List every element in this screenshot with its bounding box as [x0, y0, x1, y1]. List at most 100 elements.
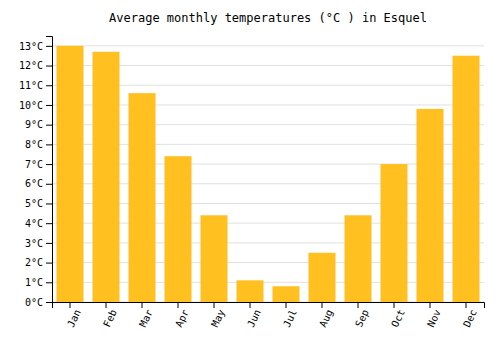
tick-label: Sep: [353, 308, 371, 329]
tick-mark: [46, 184, 52, 185]
y-tick: 1°C: [25, 277, 52, 288]
tick-mark: [106, 302, 107, 308]
tick-label: Mar: [137, 308, 155, 329]
tick-mark: [322, 302, 323, 308]
grid: [52, 46, 484, 302]
tick-label: Aug: [317, 308, 335, 329]
y-tick: 11°C: [19, 80, 52, 91]
tick-mark: [46, 85, 52, 86]
tick-mark: [70, 302, 71, 308]
tick-mark: [46, 164, 52, 165]
tick-mark: [394, 302, 395, 308]
tick-label: 4°C: [25, 218, 43, 229]
tick-mark: [46, 66, 52, 67]
y-axis: 0°C 1°C 2°C 3°C 4°C 5°C 6°C 7°C 8°C 9°C 10°C 11°C 12…: [19, 37, 53, 308]
y-tick: 4°C: [25, 218, 52, 229]
x-tick: Dec: [461, 302, 479, 329]
tick-label: May: [209, 308, 227, 329]
bar: [417, 109, 444, 302]
tick-label: Jun: [245, 308, 263, 329]
x-tick: Aug: [317, 302, 335, 329]
bar: [57, 46, 84, 302]
tick-label: 3°C: [25, 238, 43, 249]
y-tick: 10°C: [19, 100, 52, 111]
tick-label: 10°C: [19, 100, 43, 111]
y-tick: 12°C: [19, 60, 52, 71]
bar: [381, 164, 408, 302]
tick-mark: [46, 243, 52, 244]
tick-label: 13°C: [19, 41, 43, 52]
tick-mark: [46, 144, 52, 145]
tick-mark: [46, 46, 52, 47]
y-tick: 5°C: [25, 198, 52, 209]
bar: [201, 215, 228, 302]
bar: [93, 52, 120, 302]
page: {"chart_data": {"type": "bar", "title": …: [0, 0, 500, 350]
tick-mark: [178, 302, 179, 308]
tick-mark: [46, 125, 52, 126]
bars: [57, 46, 480, 302]
axis-line: [53, 303, 485, 309]
tick-mark: [46, 282, 52, 283]
y-tick: 7°C: [25, 159, 52, 170]
tick-mark: [286, 302, 287, 308]
tick-label: 12°C: [19, 60, 43, 71]
y-tick: 3°C: [25, 238, 52, 249]
tick-mark: [250, 302, 251, 308]
tick-mark: [46, 203, 52, 204]
tick-label: Nov: [425, 308, 443, 329]
bar: [129, 93, 156, 302]
tick-label: 6°C: [25, 178, 43, 189]
tick-mark: [46, 223, 52, 224]
bar: [273, 286, 300, 302]
axis-line: [46, 37, 53, 303]
tick-mark: [466, 302, 467, 308]
tick-label: Dec: [461, 308, 479, 329]
tick-mark: [46, 302, 52, 303]
tick-mark: [142, 302, 143, 308]
tick-label: Apr: [173, 308, 191, 329]
x-tick: Feb: [101, 302, 119, 329]
x-tick: Apr: [173, 302, 191, 329]
x-tick: May: [209, 302, 227, 329]
tick-label: 11°C: [19, 80, 43, 91]
tick-label: 2°C: [25, 257, 43, 268]
y-tick: 13°C: [19, 41, 52, 52]
tick-label: 5°C: [25, 198, 43, 209]
bar: [453, 56, 480, 302]
plot-area: 0°C 1°C 2°C 3°C 4°C 5°C 6°C 7°C 8°C 9°C 10°C 11°C 12…: [19, 37, 485, 329]
bar: [345, 215, 372, 302]
tick-label: Jul: [281, 308, 299, 329]
tick-label: Feb: [101, 308, 119, 329]
y-tick: 8°C: [25, 139, 52, 150]
y-tick: 2°C: [25, 257, 52, 268]
x-tick: Jun: [245, 302, 263, 329]
x-axis: Jan Feb Mar Apr May Jun Jul Aug Sep Oct Nov Dec: [53, 302, 485, 329]
tick-label: Oct: [389, 308, 407, 329]
x-tick: Oct: [389, 302, 407, 329]
tick-mark: [430, 302, 431, 308]
tick-label: Jan: [65, 308, 83, 329]
tick-label: 7°C: [25, 159, 43, 170]
x-tick: Sep: [353, 302, 371, 329]
x-tick: Jul: [281, 302, 299, 329]
x-tick: Mar: [137, 302, 155, 329]
grid-line: [52, 45, 484, 46]
tick-mark: [358, 302, 359, 308]
title: Average monthly temperatures (°C ) in Es…: [109, 11, 427, 25]
tick-label: 8°C: [25, 139, 43, 150]
y-tick: 0°C: [25, 297, 52, 308]
tick-label: 0°C: [25, 297, 43, 308]
x-tick: Jan: [65, 302, 83, 329]
y-tick: 6°C: [25, 178, 52, 189]
tick-label: 9°C: [25, 119, 43, 130]
chart: 0°C 1°C 2°C 3°C 4°C 5°C 6°C 7°C 8°C 9°C 10°C 11°C 12…: [0, 0, 500, 350]
bar: [309, 253, 336, 302]
tick-label: 1°C: [25, 277, 43, 288]
tick-mark: [214, 302, 215, 308]
bar: [237, 280, 264, 302]
x-tick: Nov: [425, 302, 443, 329]
tick-mark: [46, 263, 52, 264]
tick-mark: [46, 105, 52, 106]
bar: [165, 156, 192, 302]
